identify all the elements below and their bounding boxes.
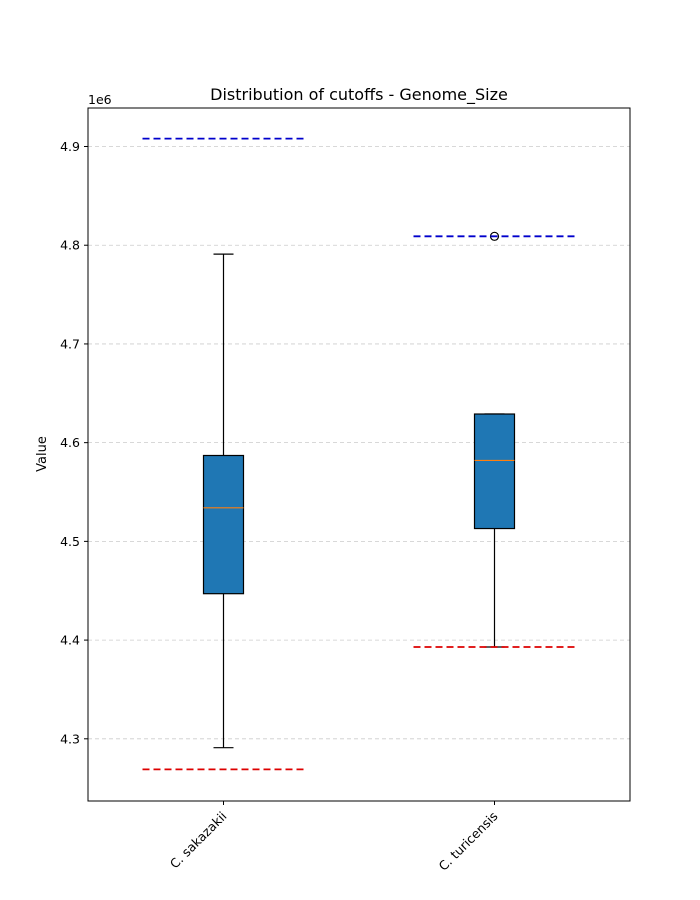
grid-lines [88,146,630,740]
y-tick-label: 4.7 [60,336,80,351]
x-tick-label: C. turicensis [436,809,501,874]
y-tick-label: 4.9 [60,139,80,154]
x-tick-label: C. sakazakii [167,809,230,872]
plot-frame [87,107,631,802]
y-tick-label: 4.4 [60,633,80,648]
iqr-box [202,454,245,595]
y-tick-label: 4.5 [60,534,80,549]
y-tick-label: 4.8 [60,238,80,253]
box-group [142,137,305,771]
chart-title: Distribution of cutoffs - Genome_Size [210,85,508,105]
y-tick-label: 4.6 [60,435,80,450]
plot-area [142,137,576,771]
y-tick-label: 4.3 [60,731,80,746]
y-axis-label: Value [35,436,50,472]
box-group [413,231,576,648]
y-axis-offset-text: 1e6 [88,92,112,107]
iqr-box [473,413,516,530]
axis-ticks: 4.3 4.4 4.5 4.6 4.7 4.8 4.9 C. sakazakii C. turi… [60,139,501,874]
